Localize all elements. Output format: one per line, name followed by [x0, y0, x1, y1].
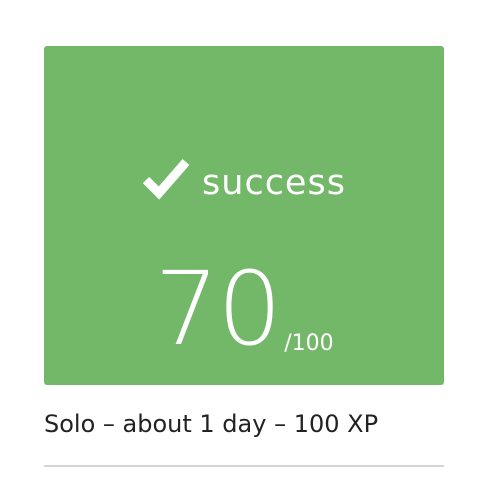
result-card: success 70 /100 — [44, 46, 444, 385]
score-row: 70 /100 — [44, 251, 444, 361]
checkmark-icon — [142, 156, 190, 200]
divider — [44, 465, 444, 467]
project-meta: Solo – about 1 day – 100 XP — [44, 410, 379, 438]
score-max: /100 — [284, 331, 334, 356]
status-row: success — [44, 158, 444, 208]
score-value: 70 — [154, 250, 282, 369]
status-label: success — [202, 162, 346, 203]
